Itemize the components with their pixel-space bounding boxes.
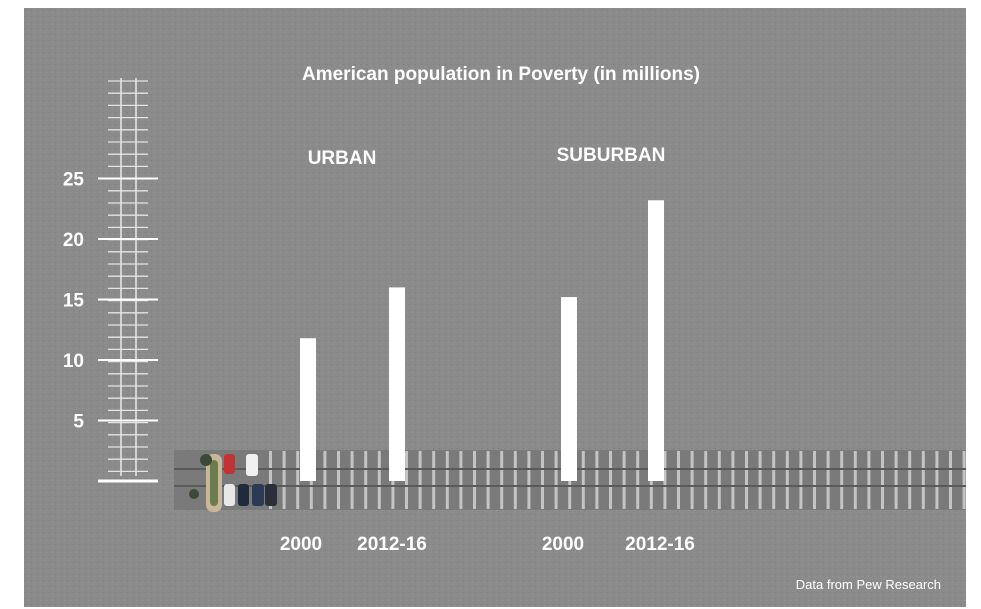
x-tick-label: 2012-16 bbox=[357, 534, 427, 555]
x-tick-label: 2000 bbox=[280, 534, 322, 555]
chart-title: American population in Poverty (in milli… bbox=[302, 64, 700, 85]
x-tick-label: 2000 bbox=[542, 534, 584, 555]
y-tick-label: 10 bbox=[63, 351, 84, 372]
asphalt-background bbox=[24, 8, 966, 607]
bar bbox=[389, 287, 405, 481]
car bbox=[224, 484, 235, 506]
tree bbox=[200, 454, 212, 466]
chart-svg: 5 10 15 20 25 2000 2012-16 2000 2012-16 URBAN S… bbox=[24, 8, 966, 607]
car bbox=[224, 454, 235, 474]
bar bbox=[561, 297, 577, 481]
bar bbox=[300, 338, 316, 481]
y-tick-label: 15 bbox=[63, 291, 85, 312]
x-tick-label: 2012-16 bbox=[625, 534, 695, 555]
x-axis-labels: 2000 2012-16 2000 2012-16 bbox=[280, 534, 695, 555]
car bbox=[238, 484, 249, 506]
y-axis-ticks: 5 10 15 20 25 bbox=[63, 170, 158, 433]
group-label-urban: URBAN bbox=[308, 148, 377, 169]
bar bbox=[648, 200, 664, 481]
y-tick-label: 5 bbox=[73, 412, 84, 433]
source-note: Data from Pew Research bbox=[796, 577, 941, 592]
parking-ladder bbox=[98, 78, 158, 483]
car bbox=[265, 484, 277, 506]
parked-cars bbox=[189, 454, 277, 512]
y-tick-label: 25 bbox=[63, 170, 85, 191]
car bbox=[252, 484, 264, 506]
chart-area: 5 10 15 20 25 2000 2012-16 2000 2012-16 URBAN S… bbox=[24, 8, 966, 607]
bars bbox=[300, 200, 664, 481]
y-tick-label: 20 bbox=[63, 230, 84, 251]
planter-green bbox=[210, 460, 218, 506]
group-label-suburban: SUBURBAN bbox=[557, 145, 666, 166]
tree bbox=[189, 489, 199, 499]
car bbox=[246, 454, 258, 476]
